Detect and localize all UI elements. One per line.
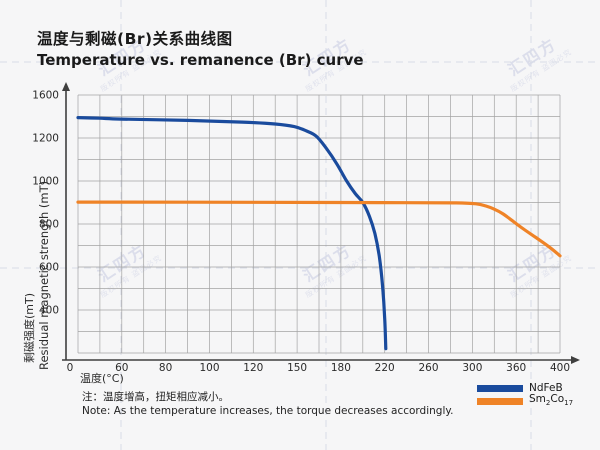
y-tick-label: 1000 bbox=[32, 176, 59, 188]
sm2co17-label: Sm2Co17 bbox=[529, 394, 573, 408]
y-tick-label: 800 bbox=[39, 219, 59, 231]
x-axis-arrow-icon bbox=[571, 356, 580, 364]
chart-legend: NdFeB Sm2Co17 bbox=[477, 382, 573, 408]
x-tick-label: 220 bbox=[375, 362, 395, 374]
chart-notes: 注：温度增高，扭矩相应减小。 Note: As the temperature … bbox=[82, 391, 453, 418]
y-tick-label: 1600 bbox=[32, 90, 59, 102]
ndfeb-label: NdFeB bbox=[529, 382, 563, 394]
series-ndfeb-curve bbox=[76, 116, 388, 351]
note-en: Note: As the temperature increases, the … bbox=[82, 404, 454, 417]
x-tick-label: 360 bbox=[506, 362, 526, 374]
series-sm2co17-curve bbox=[76, 200, 562, 258]
x-tick-label: 400 bbox=[550, 362, 570, 374]
legend-item-sm2co17: Sm2Co17 bbox=[477, 394, 573, 408]
chart-title-en: Temperature vs. remanence (Br) curve bbox=[37, 51, 364, 69]
note-zh: 注：温度增高，扭矩相应减小。 bbox=[82, 391, 229, 403]
legend-item-ndfeb: NdFeB bbox=[477, 382, 573, 394]
y-axis-title-en: Residual magnetic strength (mT) bbox=[37, 181, 51, 370]
x-tick-label: 260 bbox=[418, 362, 438, 374]
sm2co17-swatch bbox=[477, 397, 523, 405]
sm2co17-label-part: Co bbox=[550, 392, 565, 405]
x-tick-label: 80 bbox=[159, 362, 172, 374]
x-axis-title: 温度(°C) bbox=[80, 371, 124, 385]
x-tick-label: 180 bbox=[331, 362, 351, 374]
origin-tick-label: 0 bbox=[67, 362, 74, 374]
ndfeb-swatch bbox=[477, 384, 523, 392]
x-tick-label: 100 bbox=[199, 362, 219, 374]
sm2co17-label-sub: 2 bbox=[545, 399, 551, 408]
y-tick-label: 600 bbox=[39, 262, 59, 274]
y-axis-title-zh: 剩磁强度(mT) bbox=[22, 293, 36, 363]
y-axis-arrow-icon bbox=[62, 82, 70, 91]
sm2co17-label-part: Sm bbox=[529, 392, 546, 405]
chart-titles: 温度与剩磁(Br)关系曲线图 Temperature vs. remanence… bbox=[37, 29, 364, 71]
x-tick-label: 300 bbox=[462, 362, 482, 374]
x-tick-label: 150 bbox=[287, 362, 307, 374]
x-tick-label: 120 bbox=[243, 362, 263, 374]
y-tick-label: 400 bbox=[39, 305, 59, 317]
y-tick-label: 1200 bbox=[32, 133, 59, 145]
sm2co17-label-sub: 17 bbox=[564, 399, 574, 408]
chart-title-zh: 温度与剩磁(Br)关系曲线图 bbox=[37, 30, 233, 48]
x-tick-label: 60 bbox=[115, 362, 128, 374]
